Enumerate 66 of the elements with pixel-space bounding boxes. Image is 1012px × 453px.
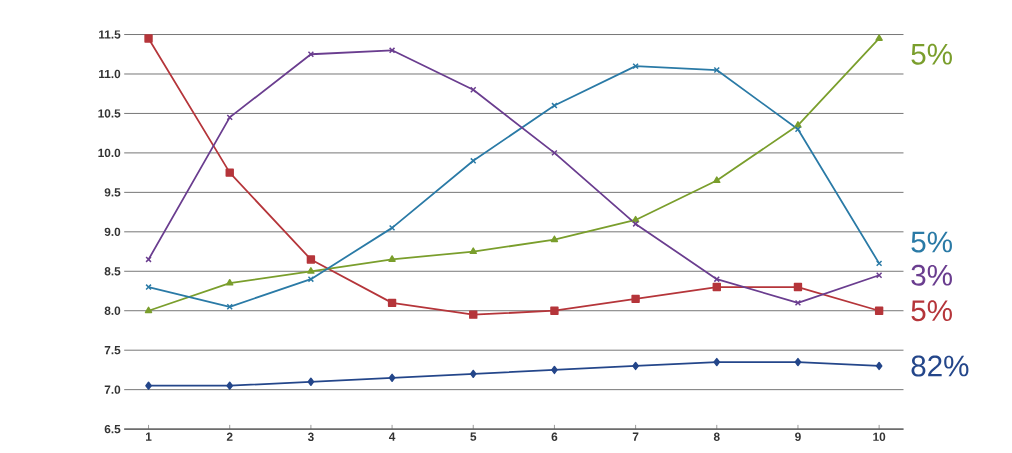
- x-tick-label: 5: [470, 432, 477, 441]
- point: [307, 267, 315, 274]
- y-tick-label: 11.0: [99, 69, 121, 79]
- x-tick-label: 1: [146, 432, 152, 441]
- point: [225, 279, 234, 286]
- x-tick-label: 3: [307, 432, 314, 442]
- point: [144, 34, 153, 43]
- point: [875, 34, 883, 42]
- x-tick-label: 10: [873, 432, 886, 442]
- point: [388, 255, 396, 263]
- point: [307, 276, 315, 283]
- point: [551, 149, 558, 157]
- point: [713, 357, 721, 367]
- x-tick-label: 7: [632, 432, 639, 441]
- point: [632, 361, 639, 371]
- point: [307, 377, 315, 387]
- point: [550, 306, 559, 316]
- point: [551, 365, 558, 375]
- series-label: 82%: [911, 355, 969, 377]
- point: [793, 282, 803, 292]
- point: [388, 373, 396, 383]
- point: [387, 298, 397, 308]
- series-label: 5%: [911, 43, 952, 65]
- point: [632, 63, 639, 70]
- point: [632, 220, 639, 228]
- y-tick-label: 7.0: [104, 385, 121, 394]
- x-tick-label: 6: [551, 432, 558, 442]
- y-tick-label: 10.5: [98, 109, 121, 118]
- point: [794, 357, 802, 367]
- series-label: 5%: [911, 231, 952, 253]
- point: [713, 176, 721, 184]
- point: [550, 235, 559, 243]
- x-tick-label: 8: [713, 432, 720, 442]
- x-tick-label: 2: [226, 432, 233, 441]
- point: [226, 381, 234, 391]
- point: [631, 294, 640, 304]
- x-tick-label: 9: [795, 432, 801, 442]
- y-tick-label: 9.0: [104, 227, 121, 237]
- y-tick-label: 10.0: [98, 148, 121, 158]
- point: [712, 282, 721, 292]
- point: [306, 255, 316, 264]
- y-tick-label: 8.0: [104, 306, 121, 316]
- point: [713, 66, 720, 74]
- y-tick-label: 9.5: [104, 188, 121, 197]
- point: [469, 310, 478, 319]
- point: [145, 381, 152, 391]
- point: [794, 121, 802, 128]
- y-tick-label: 6.5: [104, 425, 121, 434]
- x-tick-label: 4: [388, 432, 396, 441]
- point: [470, 157, 477, 165]
- point: [469, 369, 477, 379]
- point: [469, 247, 477, 255]
- y-tick-label: 7.5: [104, 346, 121, 355]
- point: [225, 168, 234, 177]
- y-tick-label: 11.5: [99, 30, 121, 39]
- point: [874, 306, 884, 316]
- point: [388, 47, 396, 54]
- point: [551, 102, 558, 109]
- point: [470, 86, 477, 94]
- series-label: 5%: [911, 300, 952, 322]
- point: [307, 51, 315, 58]
- series-label: 3%: [911, 264, 952, 286]
- point: [794, 126, 802, 133]
- point: [144, 306, 153, 314]
- point: [875, 361, 883, 371]
- y-tick-label: 8.5: [104, 267, 121, 276]
